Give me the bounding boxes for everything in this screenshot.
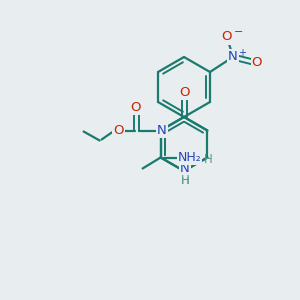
Text: O: O (252, 56, 262, 68)
Text: −: − (234, 27, 243, 37)
Text: O: O (113, 124, 124, 137)
Text: +: + (238, 48, 247, 58)
Text: N: N (157, 124, 166, 137)
Text: H: H (181, 175, 189, 188)
Text: O: O (222, 31, 232, 44)
Text: O: O (179, 85, 189, 98)
Text: H: H (204, 153, 213, 166)
Text: N: N (180, 163, 190, 176)
Text: NH₂: NH₂ (178, 151, 202, 164)
Text: O: O (130, 101, 141, 114)
Text: N: N (228, 50, 238, 64)
Text: N: N (180, 163, 190, 176)
Text: H: H (181, 175, 189, 188)
